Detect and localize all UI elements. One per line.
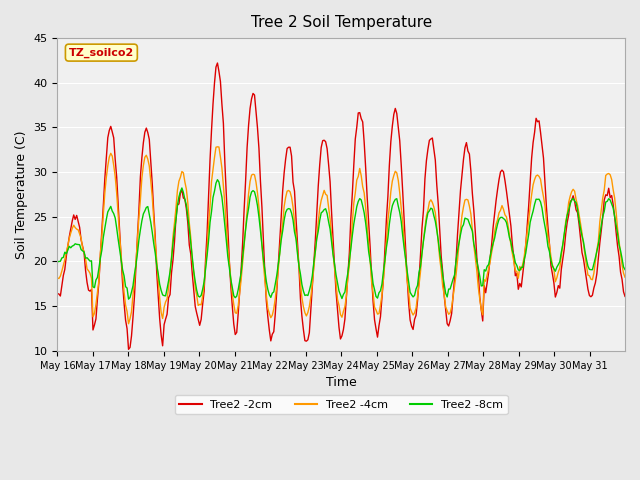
Tree2 -4cm [73, 226, 81, 232]
Tree2 -8cm [125, 296, 132, 302]
Tree2 -2cm [54, 291, 61, 297]
Tree2 -8cm [73, 241, 81, 247]
Y-axis label: Soil Temperature (C): Soil Temperature (C) [15, 130, 28, 259]
Title: Tree 2 Soil Temperature: Tree 2 Soil Temperature [251, 15, 432, 30]
Tree2 -2cm [545, 241, 553, 247]
X-axis label: Time: Time [326, 376, 356, 389]
Tree2 -2cm [125, 347, 132, 352]
Tree2 -8cm [348, 233, 356, 239]
Tree2 -4cm [620, 270, 627, 276]
Tree2 -4cm [125, 321, 132, 326]
Tree2 -2cm [73, 213, 81, 218]
Tree2 -8cm [545, 249, 553, 254]
Tree2 -8cm [214, 177, 221, 182]
Tree2 -2cm [91, 322, 99, 328]
Tree2 -2cm [461, 145, 468, 151]
Tree2 -8cm [621, 267, 629, 273]
Tree2 -4cm [348, 220, 356, 226]
Line: Tree2 -2cm: Tree2 -2cm [58, 63, 625, 349]
Tree2 -8cm [91, 285, 99, 290]
Tree2 -4cm [621, 275, 629, 280]
Tree2 -8cm [620, 264, 627, 270]
Legend: Tree2 -2cm, Tree2 -4cm, Tree2 -8cm: Tree2 -2cm, Tree2 -4cm, Tree2 -8cm [175, 395, 508, 414]
Tree2 -8cm [54, 259, 61, 265]
Tree2 -2cm [621, 293, 629, 299]
Line: Tree2 -8cm: Tree2 -8cm [58, 180, 625, 299]
Tree2 -4cm [54, 275, 61, 281]
Tree2 -2cm [620, 289, 627, 295]
Tree2 -4cm [214, 144, 221, 150]
Tree2 -2cm [348, 191, 356, 197]
Tree2 -2cm [214, 60, 221, 66]
Tree2 -4cm [91, 311, 99, 316]
Tree2 -4cm [545, 241, 553, 247]
Tree2 -8cm [461, 215, 468, 221]
Line: Tree2 -4cm: Tree2 -4cm [58, 147, 625, 324]
Tree2 -4cm [461, 197, 468, 203]
Text: TZ_soilco2: TZ_soilco2 [68, 48, 134, 58]
